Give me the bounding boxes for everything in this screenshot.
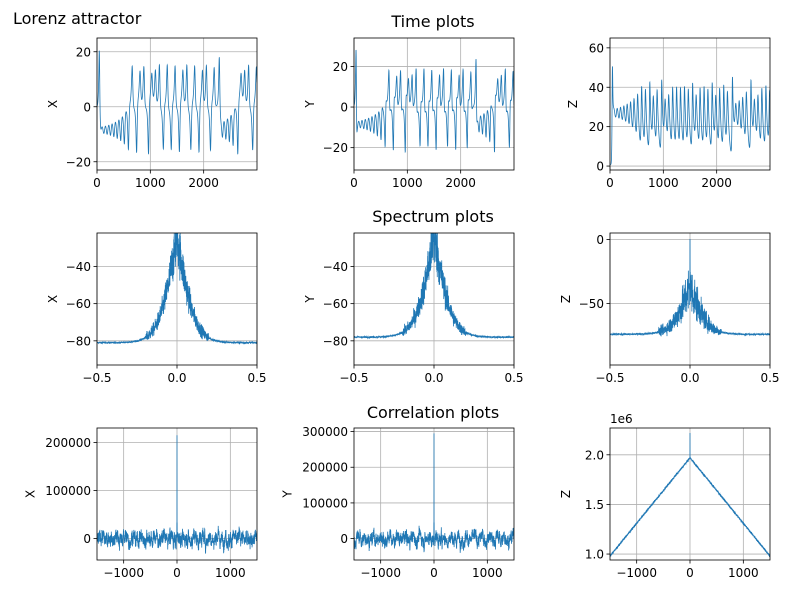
series-line	[610, 66, 770, 165]
row-title-correlation: Correlation plots	[366, 403, 500, 422]
y-tick-label: 40	[589, 81, 604, 95]
y-tick-label: 100000	[45, 484, 91, 498]
x-tick-label: 0.0	[680, 371, 699, 385]
y-axis-label: Z	[566, 100, 580, 108]
subplot-2-2: −1000 0 1000 1.0 1.5 2.0 Z 1e6	[559, 412, 771, 580]
subplot-2-1: −1000 0 1000 0 100000 200000 300000 Y	[281, 425, 515, 580]
y-tick-label: 20	[589, 120, 604, 134]
figure-title: Lorenz attractor	[13, 9, 142, 28]
subplot-1-2: −0.5 0.0 0.5 −50 0 Z	[559, 232, 780, 385]
x-tick-label: 2000	[701, 176, 732, 190]
y-tick-label: 0	[596, 160, 604, 174]
row-title-time: Time plots	[391, 12, 475, 31]
subplot-2-0: −1000 0 1000 0 100000 200000 X	[24, 427, 258, 580]
y-tick-label: 1.0	[585, 548, 604, 562]
series-line	[610, 432, 770, 558]
series-line	[354, 233, 514, 340]
series-line	[97, 435, 257, 554]
y-axis-label: X	[46, 100, 60, 108]
subplot-0-1: 0 1000 2000 −20 0 20 Y	[303, 37, 515, 190]
y-tick-label: 1.5	[585, 498, 604, 512]
x-tick-label: −1000	[103, 566, 144, 580]
series-line	[97, 233, 257, 345]
y-tick-label: −80	[323, 334, 348, 348]
x-tick-label: 2000	[188, 176, 219, 190]
y-axis-label: Y	[303, 295, 317, 304]
y-tick-label: 20	[76, 45, 91, 59]
subplot-1-0: −0.5 0.0 0.5 −80 −60 −40 X	[46, 232, 267, 385]
series-line	[97, 50, 257, 155]
x-tick-label: −0.5	[339, 371, 368, 385]
y-tick-label: −20	[66, 155, 91, 169]
x-tick-label: 0	[350, 176, 358, 190]
series-line	[354, 433, 514, 553]
x-tick-label: 0	[173, 566, 181, 580]
x-tick-label: −1000	[616, 566, 657, 580]
subplot-1-1: −0.5 0.0 0.5 −80 −60 −40 Y	[303, 232, 524, 385]
y-tick-label: 0	[83, 532, 91, 546]
axes-frame	[609, 37, 771, 171]
y-tick-label: 0	[596, 233, 604, 247]
y-tick-label: −40	[323, 260, 348, 274]
x-tick-label: 1000	[728, 566, 759, 580]
series-line	[354, 49, 514, 154]
subplot-0-2: 0 1000 2000 0 20 40 60 Z	[566, 37, 771, 190]
y-tick-label: 20	[333, 60, 348, 74]
y-axis-label: Y	[281, 490, 295, 499]
x-tick-label: 0.5	[760, 371, 779, 385]
x-tick-label: 1000	[472, 566, 503, 580]
x-tick-label: 0.0	[424, 371, 443, 385]
x-tick-label: 0.5	[247, 371, 266, 385]
y-axis-label: X	[46, 295, 60, 303]
y-tick-label: −60	[323, 297, 348, 311]
y-tick-label: 60	[589, 41, 604, 55]
x-tick-label: −0.5	[82, 371, 111, 385]
x-tick-label: 2000	[445, 176, 476, 190]
x-tick-label: 0	[93, 176, 101, 190]
y-tick-label: 300000	[302, 425, 348, 439]
y-tick-label: 0	[83, 100, 91, 114]
y-axis-label: X	[24, 490, 38, 498]
y-tick-label: 100000	[302, 496, 348, 510]
x-tick-label: 0	[430, 566, 438, 580]
x-tick-label: −0.5	[595, 371, 624, 385]
x-tick-label: 0.5	[504, 371, 523, 385]
x-tick-label: 0.0	[167, 371, 186, 385]
y-tick-label: 2.0	[585, 448, 604, 462]
y-tick-label: −40	[66, 260, 91, 274]
x-tick-label: 1000	[392, 176, 423, 190]
x-tick-label: 0	[686, 566, 694, 580]
y-tick-label: 200000	[45, 436, 91, 450]
y-axis-label: Z	[559, 490, 573, 498]
axes-frame	[96, 37, 258, 171]
row-title-spectrum: Spectrum plots	[372, 207, 494, 226]
x-tick-label: 1000	[215, 566, 246, 580]
y-axis-label: Z	[559, 295, 573, 303]
series-line	[610, 239, 770, 337]
x-tick-label: −1000	[360, 566, 401, 580]
y-tick-label: −50	[579, 297, 604, 311]
y-tick-label: 0	[340, 101, 348, 115]
axes-frame	[353, 37, 515, 171]
offset-label: 1e6	[610, 412, 633, 426]
y-tick-label: 0	[340, 532, 348, 546]
y-tick-label: −60	[66, 297, 91, 311]
x-tick-label: 0	[606, 176, 614, 190]
y-axis-label: Y	[303, 100, 317, 109]
y-tick-label: −80	[66, 334, 91, 348]
x-tick-label: 1000	[135, 176, 166, 190]
y-tick-label: 200000	[302, 461, 348, 475]
x-tick-label: 1000	[648, 176, 679, 190]
y-tick-label: −20	[323, 141, 348, 155]
